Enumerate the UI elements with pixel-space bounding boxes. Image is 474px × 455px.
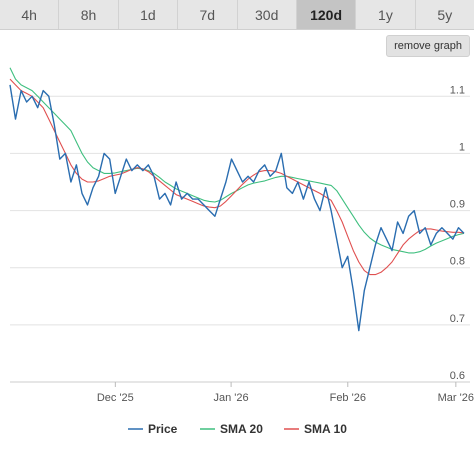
x-axis-ticks: Dec '25 Jan '26 Feb '26 Mar '26	[97, 382, 474, 404]
remove-graph-button[interactable]: remove graph	[386, 35, 470, 57]
y-tick-label: 0.6	[450, 370, 465, 382]
tab-1y[interactable]: 1y	[356, 0, 416, 29]
tab-7d[interactable]: 7d	[178, 0, 238, 29]
series-line-sma-20	[9, 67, 465, 254]
y-axis-ticks: 0.6 0.7 0.8 0.9 1 1.1	[450, 84, 465, 382]
legend-label[interactable]: Price	[148, 422, 178, 436]
tab-30d[interactable]: 30d	[238, 0, 297, 29]
tab-1d[interactable]: 1d	[119, 0, 179, 29]
tab-120d[interactable]: 120d	[296, 0, 357, 29]
y-tick-label: 1.1	[450, 84, 465, 96]
legend-label[interactable]: SMA 20	[220, 422, 263, 436]
series-line-price	[9, 84, 465, 332]
tab-4h[interactable]: 4h	[0, 0, 60, 29]
x-tick-label: Jan '26	[214, 392, 249, 404]
tab-8h[interactable]: 8h	[59, 0, 119, 29]
tab-5y[interactable]: 5y	[437, 6, 453, 23]
y-tick-label: 1	[459, 141, 465, 153]
x-tick-label: Mar '26	[438, 392, 474, 404]
x-tick-label: Dec '25	[97, 392, 134, 404]
chart-legend: Price SMA 20 SMA 10	[128, 422, 347, 436]
timeframe-tabs: 4h 8h 1d 7d 30d 120d 1y 5y	[0, 0, 474, 30]
chart-grid	[10, 95, 470, 383]
series-line-sma-10	[9, 78, 465, 276]
legend-label[interactable]: SMA 10	[304, 422, 347, 436]
chart-series	[9, 67, 465, 332]
y-tick-label: 0.9	[450, 199, 465, 211]
y-tick-label: 0.7	[450, 313, 465, 325]
x-tick-label: Feb '26	[330, 392, 366, 404]
y-tick-label: 0.8	[450, 256, 465, 268]
